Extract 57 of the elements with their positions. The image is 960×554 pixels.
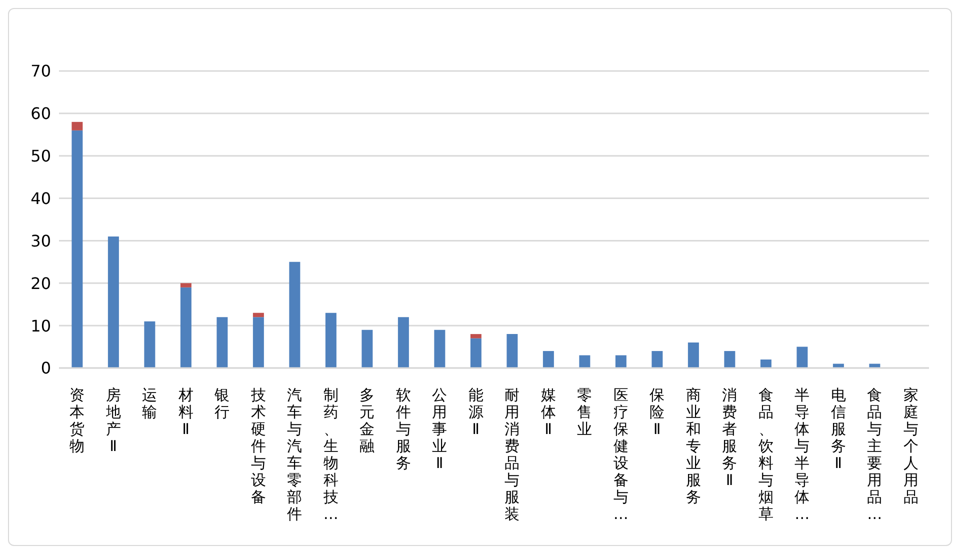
bar [542, 351, 554, 368]
bar [470, 338, 482, 368]
bar [108, 236, 119, 368]
bar [724, 351, 736, 368]
bar [652, 351, 663, 368]
y-tick-label: 50 [30, 146, 51, 166]
x-tick-label: 食品、饮料与烟草 [757, 386, 774, 523]
x-tick-label: 银行 [214, 386, 230, 421]
bar [325, 312, 336, 368]
x-tick-label: 制药、生物科技… [322, 386, 338, 523]
x-tick-label: 软件与服务 [396, 386, 411, 472]
x-tick-label: 公用事业Ⅱ [432, 386, 448, 472]
y-tick-label: 30 [30, 231, 51, 250]
y-tick-label: 20 [30, 274, 51, 293]
bar [434, 330, 446, 368]
x-tick-label: 材料Ⅱ [177, 386, 194, 438]
x-tick-label: 半导体与半导体… [794, 386, 810, 523]
bar [688, 342, 699, 368]
x-tick-label: 消费者服务Ⅱ [722, 386, 738, 489]
x-tick-label: 家庭与个人用品 [903, 386, 918, 506]
bar [796, 346, 808, 368]
x-tick-label: 电信服务Ⅱ [830, 386, 846, 472]
x-tick-label: 商业和专业服务 [686, 386, 701, 506]
bar [180, 283, 192, 288]
x-tick-label: 技术硬件与设备 [250, 386, 266, 506]
bar [362, 330, 373, 368]
bar [289, 262, 300, 368]
bar [252, 312, 264, 318]
bar [470, 334, 482, 338]
x-tick-label: 零售业 [577, 386, 592, 438]
x-tick-label: 多元金融 [360, 386, 375, 455]
x-tick-label: 保险Ⅱ [650, 386, 665, 438]
x-tick-label: 耐用消费品与服装 [504, 386, 520, 523]
y-tick-label: 10 [30, 316, 51, 336]
x-tick-label: 资本货物 [70, 386, 85, 455]
x-tick-label: 医疗保健设备与… [613, 386, 628, 523]
bar [72, 130, 83, 368]
x-tick-label: 食品与主要用品… [867, 386, 882, 523]
y-tick-label: 40 [30, 188, 51, 208]
y-tick-label: 70 [30, 62, 51, 81]
bar [506, 334, 518, 368]
bar [252, 317, 264, 368]
bar [579, 355, 590, 368]
x-tick-label: 媒体Ⅱ [540, 386, 556, 438]
y-tick-label: 0 [40, 358, 51, 378]
x-tick-label: 房地产Ⅱ [104, 386, 121, 455]
x-tick-label: 汽车与汽车零部件 [287, 386, 302, 523]
bar [398, 317, 409, 368]
bar [216, 317, 228, 368]
bar [615, 355, 626, 368]
x-tick-label: 能源Ⅱ [468, 386, 484, 438]
x-tick-label: 运输 [142, 386, 158, 421]
bar [72, 122, 83, 130]
bar [144, 321, 156, 368]
bar [760, 360, 772, 368]
y-tick-label: 60 [30, 104, 51, 124]
bar [180, 287, 192, 368]
